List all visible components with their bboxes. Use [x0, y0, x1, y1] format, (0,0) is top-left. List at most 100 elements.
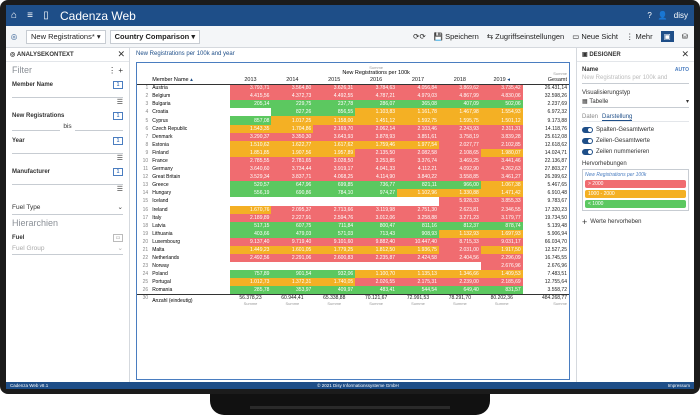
value-cell[interactable]: 3.253,85 — [355, 156, 398, 166]
value-cell[interactable]: 229,75 — [271, 100, 314, 109]
year-header[interactable]: 2013 — [244, 76, 257, 83]
value-cell[interactable]: 1.100,70 — [355, 270, 398, 279]
table-row[interactable]: 7 Denmark 3.290,37 3.350,30 3.643,93 3.878,93… — [137, 132, 569, 141]
member-cell[interactable]: Greece — [152, 182, 169, 189]
value-cell[interactable]: 2.108,65 — [438, 148, 481, 157]
row-totals-toggle[interactable]: Zeilen-Gesamtwerte — [582, 138, 689, 144]
member-cell[interactable]: Hungary — [152, 190, 172, 197]
column-totals-toggle[interactable]: Spalten-Gesamtwerte — [582, 127, 689, 133]
row-total-cell[interactable]: 9.783,67 — [547, 198, 567, 205]
value-cell[interactable]: 2.404,56 — [438, 254, 481, 263]
row-total-cell[interactable]: 19.734,50 — [544, 214, 567, 221]
value-cell[interactable]: 966,00 — [438, 181, 481, 190]
year-header[interactable]: 2019 ◂ — [481, 76, 523, 84]
value-cell[interactable]: 649,40 — [438, 286, 481, 295]
value-cell[interactable]: 2.676,96 — [480, 262, 523, 271]
highlight-chip-mid[interactable]: 1000 - 2000 — [585, 190, 686, 198]
value-cell[interactable] — [313, 197, 355, 205]
member-cell[interactable]: Cyprus — [152, 117, 169, 124]
table-row[interactable]: 5 Cyprus 857,08 1.017,25 1.158,00 1.451,12 1.5… — [137, 116, 569, 125]
value-cell[interactable]: 2.227,91 — [271, 213, 314, 222]
toggle-switch[interactable] — [582, 138, 593, 144]
value-cell[interactable]: 4.867,99 — [438, 92, 481, 101]
value-cell[interactable]: 800,47 — [355, 221, 398, 230]
table-row[interactable]: 2 Belgium 4.415,56 4.372,73 4.492,55 4.787,21… — [137, 92, 569, 101]
value-cell[interactable]: 2.296,09 — [480, 254, 523, 263]
value-cell[interactable]: 4.068,25 — [313, 173, 356, 182]
value-cell[interactable]: 1.543,35 — [229, 124, 272, 133]
value-cell[interactable]: 1.936,75 — [397, 245, 439, 255]
value-cell[interactable]: 9.137,40 — [229, 237, 272, 246]
table-row[interactable]: 24 Poland 757,89 901,54 932,06 1.100,70 1.135,… — [137, 270, 569, 279]
value-cell[interactable]: 757,89 — [229, 270, 272, 279]
toggle-switch[interactable] — [582, 149, 593, 155]
value-cell[interactable]: 3.441,46 — [480, 156, 523, 166]
table-row[interactable]: 16 Ireland 1.670,76 2.095,37 2.713,66 3.119,9… — [137, 205, 569, 214]
filter-fuel[interactable]: Fuel ▭ Fuel Group ⌄ — [6, 231, 129, 258]
tab-data[interactable]: Daten — [582, 114, 599, 120]
value-cell[interactable]: 2.751,30 — [397, 205, 439, 214]
value-cell[interactable]: 237,78 — [313, 100, 356, 109]
value-cell[interactable]: 2.781,65 — [271, 156, 314, 166]
value-cell[interactable]: 3.564,80 — [271, 84, 314, 93]
value-cell[interactable]: 4.830,06 — [480, 92, 523, 101]
value-cell[interactable]: 1.851,85 — [229, 148, 272, 157]
value-cell[interactable] — [397, 262, 439, 270]
member-cell[interactable]: Croatia — [152, 109, 169, 116]
value-cell[interactable]: 3.558,85 — [438, 173, 481, 182]
table-row[interactable]: 1 Austria 3.793,71 3.564,80 3.626,31 3.784,63… — [137, 84, 569, 93]
value-cell[interactable]: 2.185,69 — [480, 278, 523, 287]
value-cell[interactable]: 2.594,76 — [313, 213, 356, 222]
value-cell[interactable]: 3.640,60 — [229, 165, 272, 174]
value-cell[interactable]: 571,03 — [313, 229, 356, 238]
highlight-chip-low[interactable]: < 1000 — [585, 200, 686, 208]
value-cell[interactable]: 1.102,96 — [397, 189, 439, 198]
member-column-header[interactable]: Member Name ▴ — [150, 76, 229, 84]
value-cell[interactable]: 9.031,17 — [480, 237, 523, 246]
value-cell[interactable]: 827,26 — [271, 108, 314, 117]
value-cell[interactable]: 2.169,70 — [313, 124, 356, 133]
filter-more-icon[interactable]: ⋮ + — [108, 65, 123, 75]
member-cell[interactable]: Estonia — [152, 141, 169, 148]
member-cell[interactable]: Latvia — [152, 222, 166, 229]
value-cell[interactable]: 285,78 — [229, 286, 272, 295]
filter-year[interactable]: Year 1 ☰ — [6, 134, 129, 165]
member-cell[interactable]: Iceland — [152, 198, 169, 205]
member-cell[interactable]: Denmark — [152, 133, 173, 140]
value-cell[interactable]: 353,97 — [271, 286, 314, 295]
value-cell[interactable]: 690,86 — [271, 189, 314, 198]
row-total-cell[interactable]: 6.910,48 — [547, 190, 567, 197]
more-button[interactable]: ⋮ Mehr — [626, 32, 653, 41]
workspace-select[interactable]: New Registrations* ▾ — [26, 29, 106, 44]
year-header[interactable]: 2015 — [328, 76, 341, 83]
value-cell[interactable]: 4.979,03 — [397, 92, 439, 101]
list-icon[interactable]: ☰ — [116, 99, 123, 106]
value-cell[interactable]: 365,08 — [397, 100, 439, 109]
value-cell[interactable]: 3.376,74 — [397, 156, 439, 166]
value-cell[interactable]: 1.759,46 — [355, 140, 398, 149]
value-cell[interactable]: 3.851,61 — [397, 132, 439, 141]
value-cell[interactable]: 8.715,33 — [438, 237, 481, 246]
value-cell[interactable]: 520,57 — [229, 181, 272, 190]
value-cell[interactable]: 1.451,12 — [355, 116, 398, 125]
value-cell[interactable]: 901,54 — [271, 270, 314, 279]
value-cell[interactable]: 711,84 — [313, 221, 356, 230]
value-cell[interactable]: 1.409,53 — [480, 270, 523, 279]
table-row[interactable]: 21 Malta 1.449,23 1.601,05 1.779,25 1.812,50 1… — [137, 245, 569, 255]
value-cell[interactable]: 2.311,31 — [480, 124, 523, 133]
value-cell[interactable]: 9.882,40 — [355, 237, 398, 246]
close-icon[interactable]: ✕ — [681, 49, 689, 59]
table-row[interactable]: 23 Norway 2.676,96 2.676,96 — [137, 262, 569, 271]
table-row[interactable]: 17 Italy 2.189,89 2.227,91 2.594,76 3.012,06 3… — [137, 213, 569, 222]
year-header[interactable]: 2014 — [286, 76, 299, 83]
filter-manufacturer[interactable]: Manufacturer 1 ☰ — [6, 165, 129, 196]
value-cell[interactable]: 2.031,00 — [438, 245, 481, 255]
value-cell[interactable]: 4.114,90 — [355, 173, 398, 182]
year-header[interactable]: 2017 — [411, 76, 425, 83]
value-cell[interactable] — [313, 262, 355, 270]
value-cell[interactable]: 1.670,76 — [229, 205, 272, 214]
member-cell[interactable]: Romania — [152, 287, 173, 294]
value-cell[interactable]: 9.719,40 — [271, 237, 314, 246]
value-cell[interactable]: 3.469,25 — [438, 156, 481, 166]
row-total-cell[interactable]: 26.399,62 — [544, 174, 567, 181]
